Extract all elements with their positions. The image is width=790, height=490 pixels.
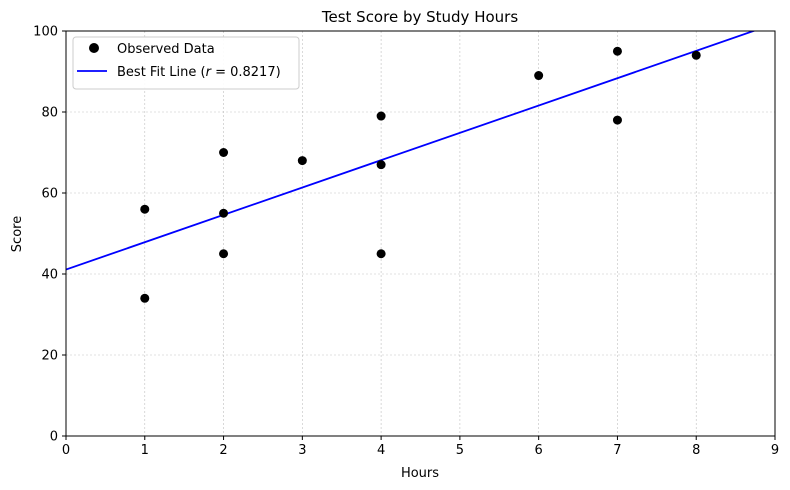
plot-frame xyxy=(65,30,776,437)
chart-title: Test Score by Study Hours xyxy=(321,8,518,26)
data-point xyxy=(376,249,386,259)
data-points-layer xyxy=(140,46,701,303)
fit-line-layer xyxy=(66,31,757,271)
y-tick-label: 60 xyxy=(41,187,58,202)
data-point xyxy=(140,204,150,214)
y-tick-label: 40 xyxy=(41,268,58,283)
y-tick-label: 100 xyxy=(33,25,58,40)
x-tick-label: 2 xyxy=(219,443,227,458)
data-point xyxy=(612,46,622,56)
y-tick-label: 20 xyxy=(41,349,58,364)
data-point xyxy=(534,71,544,81)
legend-fit-suffix: = 0.8217) xyxy=(211,65,281,80)
data-point xyxy=(376,160,386,170)
data-point xyxy=(612,115,622,125)
legend-box xyxy=(72,36,300,90)
x-tick-label: 0 xyxy=(62,443,70,458)
ticks-layer: 0 1 2 3 4 5 6 7 8 9 0 20 40 60 80 100 xyxy=(33,25,779,459)
x-tick-label: 7 xyxy=(613,443,621,458)
legend: Observed Data Best Fit Line (r = 0.8217) xyxy=(72,36,300,90)
legend-fit-prefix: Best Fit Line ( xyxy=(117,65,206,80)
legend-label-fit: Best Fit Line (r = 0.8217) xyxy=(117,65,281,80)
best-fit-line xyxy=(66,31,757,271)
x-tick-label: 3 xyxy=(298,443,306,458)
data-point xyxy=(691,50,701,60)
data-point xyxy=(219,148,229,157)
x-axis-label: Hours xyxy=(401,466,439,481)
x-tick-label: 4 xyxy=(377,443,385,458)
legend-fit-r: r xyxy=(206,65,213,80)
y-tick-label: 80 xyxy=(41,106,58,121)
x-tick-label: 9 xyxy=(771,443,779,458)
data-point xyxy=(140,293,150,303)
x-tick-label: 5 xyxy=(456,443,464,458)
x-tick-label: 8 xyxy=(692,443,700,458)
x-tick-label: 6 xyxy=(535,443,543,458)
legend-label-observed: Observed Data xyxy=(117,42,215,57)
legend-scatter-marker xyxy=(89,43,99,53)
x-tick-label: 1 xyxy=(141,443,149,458)
data-point xyxy=(219,208,229,218)
data-point xyxy=(219,249,229,259)
y-tick-label: 0 xyxy=(50,430,58,445)
data-point xyxy=(376,111,386,121)
y-axis-label: Score xyxy=(10,216,25,252)
data-point xyxy=(297,156,307,166)
